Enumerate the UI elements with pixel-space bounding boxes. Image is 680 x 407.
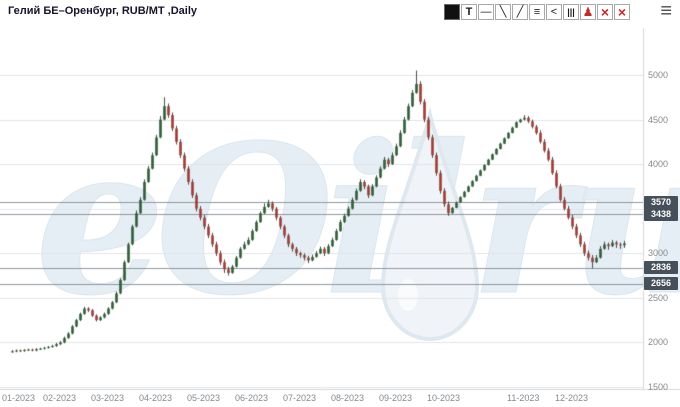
text-tool-button[interactable]: T xyxy=(461,4,477,20)
chart-title: Гелий БЕ–Оренбург, RUB/MT ,Daily xyxy=(8,5,198,17)
zigzag-tool-button[interactable]: < xyxy=(546,4,562,20)
alert-tool-button[interactable]: ♟ xyxy=(580,4,596,20)
toolbar: ■ T — ╲ ╱ ≡ < ||| ♟ × × xyxy=(444,4,630,20)
ray-tool-button[interactable]: ╱ xyxy=(512,4,528,20)
bars-tool-button[interactable]: ||| xyxy=(563,4,579,20)
trend-line-tool-button[interactable]: ╲ xyxy=(495,4,511,20)
color-swatch-button[interactable]: ■ xyxy=(444,4,460,20)
delete-all-button[interactable]: × xyxy=(614,4,630,20)
lines-list-button[interactable]: ≡ xyxy=(529,4,545,20)
menu-button[interactable]: ≡ xyxy=(660,0,672,22)
horizontal-line-tool-button[interactable]: — xyxy=(478,4,494,20)
delete-line-button[interactable]: × xyxy=(597,4,613,20)
